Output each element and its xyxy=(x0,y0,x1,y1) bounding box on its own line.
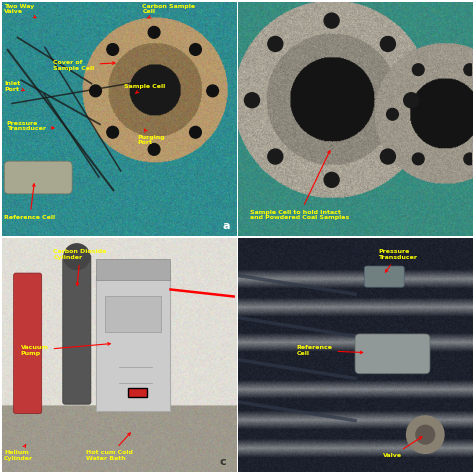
FancyBboxPatch shape xyxy=(128,388,147,397)
Text: Helium
Cylinder: Helium Cylinder xyxy=(4,445,33,461)
FancyBboxPatch shape xyxy=(355,334,430,374)
Text: Hot cum Cold
Water Bath: Hot cum Cold Water Bath xyxy=(86,433,133,461)
Circle shape xyxy=(268,36,283,52)
Circle shape xyxy=(90,85,101,97)
Text: Reference
Cell: Reference Cell xyxy=(297,345,363,356)
FancyBboxPatch shape xyxy=(4,161,72,194)
Circle shape xyxy=(381,36,395,52)
Circle shape xyxy=(107,44,118,55)
Circle shape xyxy=(416,425,435,444)
Circle shape xyxy=(387,109,398,120)
Text: Reference Cell: Reference Cell xyxy=(4,184,55,220)
Circle shape xyxy=(412,64,424,75)
Text: c: c xyxy=(219,457,226,467)
Text: Inlet
Port: Inlet Port xyxy=(4,81,24,91)
Circle shape xyxy=(245,93,259,108)
Text: Purging
Port: Purging Port xyxy=(138,129,165,146)
FancyBboxPatch shape xyxy=(96,275,171,411)
Circle shape xyxy=(148,27,160,38)
Text: Two Way
Valve: Two Way Valve xyxy=(4,3,36,18)
Circle shape xyxy=(324,173,339,187)
Circle shape xyxy=(207,85,219,97)
Text: Pressure
Transducer: Pressure Transducer xyxy=(7,120,54,131)
Text: Valve: Valve xyxy=(383,437,422,458)
FancyBboxPatch shape xyxy=(365,266,404,287)
Text: Vacuum
Pump: Vacuum Pump xyxy=(21,343,110,356)
Circle shape xyxy=(190,127,201,138)
Text: a: a xyxy=(222,221,229,231)
Text: Sample Cell: Sample Cell xyxy=(124,84,165,93)
Circle shape xyxy=(407,416,444,453)
Circle shape xyxy=(190,44,201,55)
Text: Pressure
Transducer: Pressure Transducer xyxy=(378,249,418,272)
Text: Sample Cell to hold Intact
and Powdered Coal Samples: Sample Cell to hold Intact and Powdered … xyxy=(250,151,349,220)
Text: Carbon Dioxide
Cylinder: Carbon Dioxide Cylinder xyxy=(54,249,107,285)
Circle shape xyxy=(412,153,424,165)
Circle shape xyxy=(268,149,283,164)
Circle shape xyxy=(404,93,419,108)
Text: Carbon Sample
Cell: Carbon Sample Cell xyxy=(142,3,195,18)
FancyBboxPatch shape xyxy=(63,255,91,404)
FancyBboxPatch shape xyxy=(105,297,161,332)
Circle shape xyxy=(464,64,474,75)
Circle shape xyxy=(324,13,339,28)
Text: Cover of
Sample Cell: Cover of Sample Cell xyxy=(54,60,115,71)
Circle shape xyxy=(64,244,90,270)
Circle shape xyxy=(381,149,395,164)
Circle shape xyxy=(464,153,474,165)
FancyBboxPatch shape xyxy=(14,273,42,413)
Circle shape xyxy=(148,144,160,155)
Circle shape xyxy=(107,127,118,138)
FancyBboxPatch shape xyxy=(96,259,171,280)
